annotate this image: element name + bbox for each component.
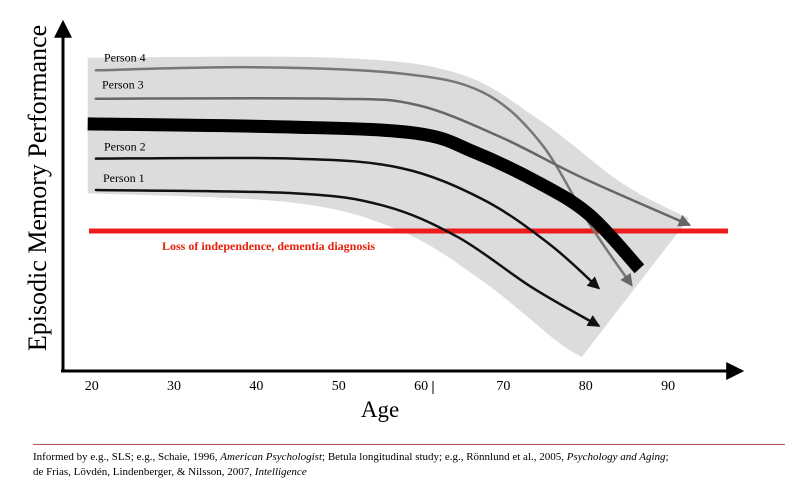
citation-line-1: Informed by e.g., SLS; e.g., Schaie, 199…: [33, 450, 793, 465]
citation-journal: Psychology and Aging: [566, 451, 666, 463]
series-label-person-3: Person 3: [102, 78, 144, 92]
series-line-person-2: [94, 156, 601, 290]
citation-text: ; Betula longitudinal study; e.g., Rönnl…: [322, 451, 567, 463]
x-ticks: 20 30 40 50 60 70 80 90: [85, 379, 675, 394]
x-tick-label: 20: [85, 379, 99, 394]
x-tick-label: 40: [249, 379, 263, 394]
citation-journal: Intelligence: [254, 466, 307, 478]
x-tick-label: 50: [332, 379, 346, 394]
series-layer: Person 4 Person 3 Person 2 Person 1: [87, 50, 692, 327]
citation-journal: American Psychologist: [220, 451, 323, 463]
x-tick-label: 70: [496, 379, 510, 394]
x-tick-label: 90: [661, 379, 675, 394]
series-line-person-1: [94, 188, 601, 327]
series-line-person-3: [94, 96, 692, 227]
citation-text: Informed by e.g., SLS; e.g., Schaie, 199…: [33, 451, 221, 463]
x-tick-label: 60: [414, 379, 428, 394]
citation-line-2: de Frias, Lövdén, Lindenberger, & Nilsso…: [33, 465, 793, 480]
average-trajectory-line: [87, 117, 645, 274]
citation-text: ;: [665, 451, 669, 463]
labels: Episodic Memory Performance Age: [23, 25, 399, 422]
axes: [54, 19, 745, 394]
x-tick-label: 30: [167, 379, 181, 394]
series-label-person-4: Person 4: [104, 50, 146, 64]
series-label-person-1: Person 1: [103, 171, 145, 185]
x-axis-label: Age: [361, 397, 399, 422]
citation-divider: [33, 444, 785, 445]
x-tick-label: 80: [579, 379, 593, 394]
threshold-layer: Loss of independence, dementia diagnosis: [89, 228, 728, 253]
citation-text: de Frias, Lövdén, Lindenberger, & Nilsso…: [33, 466, 255, 478]
y-axis-label: Episodic Memory Performance: [23, 25, 52, 351]
threshold-label: Loss of independence, dementia diagnosis: [162, 239, 375, 253]
series-label-person-2: Person 2: [104, 140, 146, 154]
citation: Informed by e.g., SLS; e.g., Schaie, 199…: [33, 450, 793, 480]
